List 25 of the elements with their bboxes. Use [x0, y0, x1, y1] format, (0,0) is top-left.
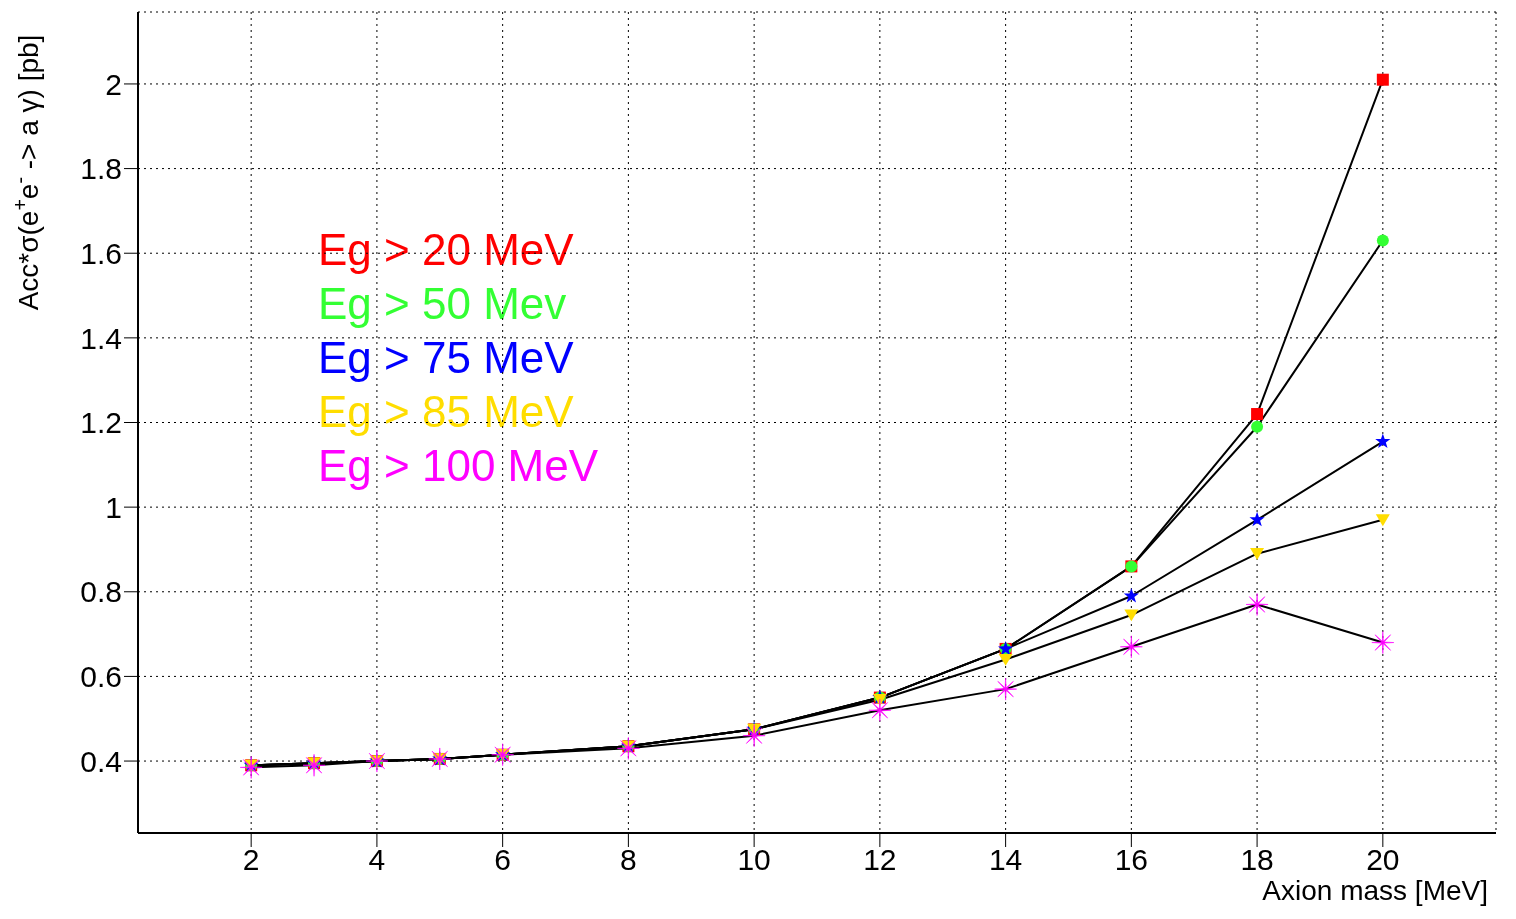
- y-tick-label: 2: [105, 67, 122, 101]
- x-tick-label: 6: [494, 843, 511, 877]
- x-tick-label: 18: [1240, 843, 1274, 877]
- x-tick-label: 2: [242, 843, 260, 877]
- text: Eg > 100 MeV: [318, 440, 599, 492]
- text: Eg > 50 Mev: [318, 278, 568, 330]
- text: Eg > 85 MeV: [318, 386, 575, 438]
- x-tick-label: 8: [620, 843, 637, 877]
- x-tick-label: 12: [863, 843, 897, 877]
- x-tick-label: 10: [737, 843, 771, 877]
- y-tick-label: 0.4: [80, 744, 122, 778]
- text: Eg > 20 MeV: [318, 224, 575, 276]
- x-tick-label: 16: [1114, 843, 1149, 877]
- x-tick-label: 14: [988, 843, 1023, 877]
- x-tick-label: 20: [1366, 843, 1400, 877]
- y-tick-label: 0.8: [80, 575, 122, 609]
- y-tick-label: 1.4: [80, 321, 122, 355]
- y-tick-label: 1: [105, 490, 122, 524]
- y-tick-label: 1.2: [80, 406, 122, 440]
- text: Eg > 75 MeV: [318, 332, 575, 384]
- y-tick-label: 1.6: [80, 236, 122, 270]
- y-tick-label: 0.6: [80, 660, 122, 694]
- y-tick-label: 1.8: [80, 152, 122, 186]
- x-axis-title: Axion mass [MeV]: [1262, 875, 1488, 906]
- x-tick-label: 4: [368, 843, 386, 877]
